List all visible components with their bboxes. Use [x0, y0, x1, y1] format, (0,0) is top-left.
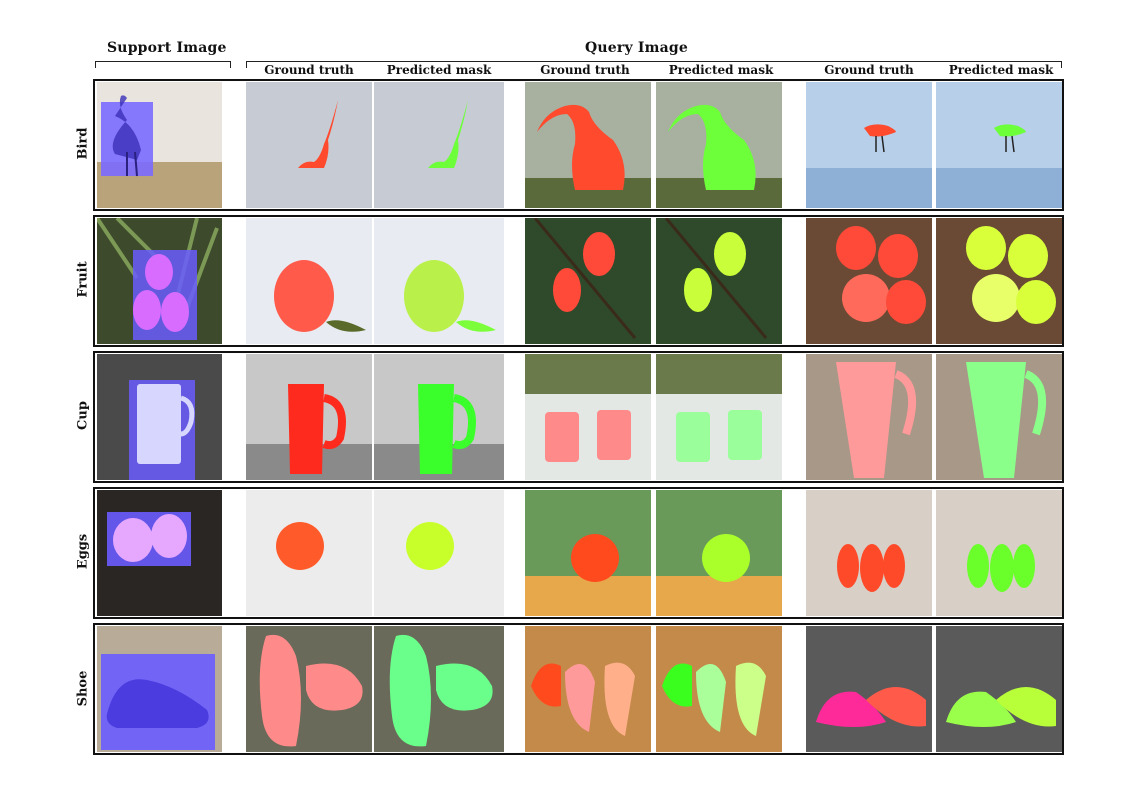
fruit-query2-ground-truth [525, 218, 651, 344]
eggs-query1-ground-truth [246, 490, 372, 616]
row-label-cup: Cup [75, 401, 91, 430]
row-frame-shoe [93, 623, 1064, 755]
cup-query3-predicted-mask [936, 354, 1062, 480]
query-image-header: Query Image [585, 40, 688, 56]
shoe-support-image [97, 626, 222, 752]
column-header-pred-3: Predicted mask [948, 63, 1054, 77]
column-header-pred-2: Predicted mask [668, 63, 774, 77]
row-frame-bird [93, 79, 1064, 211]
eggs-support-image [97, 490, 222, 616]
bird-query1-ground-truth [246, 82, 372, 208]
row-frame-fruit [93, 215, 1064, 347]
row-label-bird: Bird [75, 127, 91, 160]
eggs-query1-predicted-mask [374, 490, 504, 616]
cup-query1-ground-truth [246, 354, 372, 480]
row-frame-cup [93, 351, 1064, 483]
column-header-gt-3: Ground truth [824, 63, 914, 77]
shoe-query2-ground-truth [525, 626, 651, 752]
shoe-query2-predicted-mask [656, 626, 782, 752]
eggs-query3-ground-truth [806, 490, 932, 616]
fruit-query2-predicted-mask [656, 218, 782, 344]
support-image-header: Support Image [107, 40, 227, 56]
cup-query1-predicted-mask [374, 354, 504, 480]
row-label-fruit: Fruit [75, 261, 91, 298]
shoe-query1-predicted-mask [374, 626, 504, 752]
eggs-query2-predicted-mask [656, 490, 782, 616]
column-header-gt-1: Ground truth [264, 63, 354, 77]
row-frame-eggs [93, 487, 1064, 619]
cup-query2-ground-truth [525, 354, 651, 480]
support-bracket [95, 61, 231, 68]
column-header-pred-1: Predicted mask [386, 63, 492, 77]
shoe-query3-predicted-mask [936, 626, 1062, 752]
row-label-eggs: Eggs [75, 533, 91, 570]
cup-query2-predicted-mask [656, 354, 782, 480]
eggs-query2-ground-truth [525, 490, 651, 616]
fruit-query1-predicted-mask [374, 218, 504, 344]
bird-query2-predicted-mask [656, 82, 782, 208]
column-header-gt-2: Ground truth [540, 63, 630, 77]
shoe-query3-ground-truth [806, 626, 932, 752]
bird-query3-ground-truth [806, 82, 932, 208]
bird-query3-predicted-mask [936, 82, 1062, 208]
fruit-query3-ground-truth [806, 218, 932, 344]
bird-support-image [97, 82, 222, 208]
query-bracket [246, 61, 1062, 68]
fruit-query1-ground-truth [246, 218, 372, 344]
shoe-query1-ground-truth [246, 626, 372, 752]
cup-support-image [97, 354, 222, 480]
cup-query3-ground-truth [806, 354, 932, 480]
row-label-shoe: Shoe [75, 670, 91, 707]
fruit-query3-predicted-mask [936, 218, 1062, 344]
eggs-query3-predicted-mask [936, 490, 1062, 616]
fruit-support-image [97, 218, 222, 344]
bird-query2-ground-truth [525, 82, 651, 208]
bird-query1-predicted-mask [374, 82, 504, 208]
